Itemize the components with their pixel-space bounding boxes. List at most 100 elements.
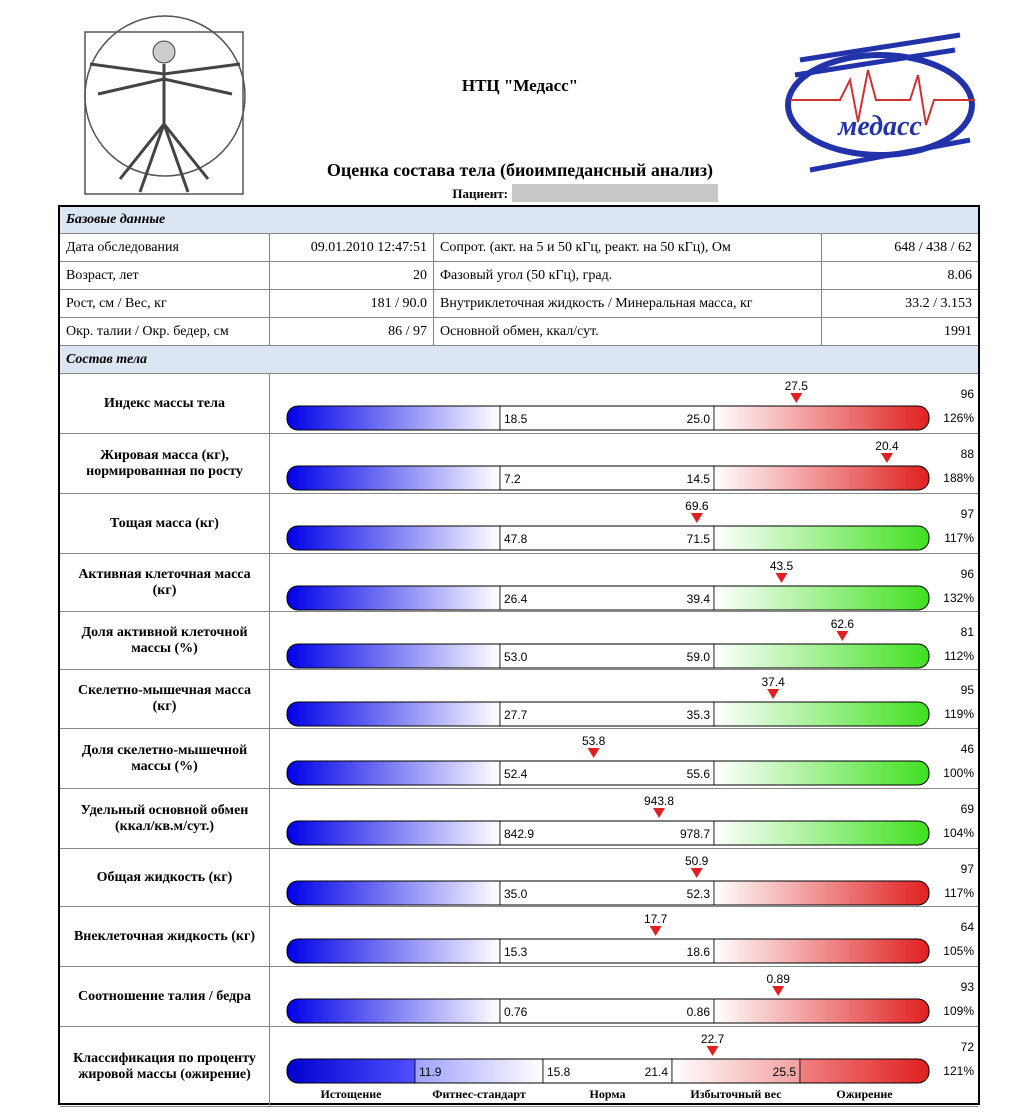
- bar-segments: [287, 702, 929, 726]
- bar-outline: [286, 465, 930, 491]
- cell-value: 648 / 438 / 62: [822, 234, 978, 262]
- marker-value: 22.7: [701, 1032, 725, 1046]
- bar-segment: [499, 761, 715, 785]
- percentile: 88: [961, 447, 975, 461]
- percent: 112%: [944, 649, 974, 663]
- section-header: Базовые данные: [60, 207, 978, 234]
- bar-segments: [287, 526, 929, 550]
- high-bound: 35.3: [687, 708, 711, 722]
- row-label: Классификация по проценту жировой массы …: [60, 1027, 270, 1107]
- marker-value: 17.7: [644, 912, 668, 926]
- marker-value: 37.4: [761, 675, 785, 689]
- cell-label: Дата обследования: [60, 234, 270, 262]
- low-bound: 18.5: [504, 412, 528, 426]
- percentile: 93: [961, 980, 975, 994]
- marker: [767, 689, 780, 699]
- scale-bar: 7.2 14.5 20.4 88 188%: [286, 439, 975, 491]
- bar-segment: [287, 644, 501, 668]
- percentile: 96: [961, 387, 975, 401]
- cell-value: 86 / 97: [270, 318, 434, 346]
- bar-segments: [287, 406, 929, 430]
- percent: 188%: [943, 471, 974, 485]
- row-bg: [270, 670, 978, 729]
- marker-value: 62.6: [831, 617, 855, 631]
- bar-outline: [286, 405, 930, 431]
- row-label: Активная клеточная масса (кг): [60, 554, 270, 612]
- high-bound: 18.6: [687, 945, 711, 959]
- low-bound: 7.2: [504, 472, 521, 486]
- percentile: 69: [961, 802, 975, 816]
- bar-segment: [799, 1059, 929, 1083]
- percentile: 81: [961, 625, 975, 639]
- scale-bar: 47.8 71.5 69.6 97 117%: [286, 499, 975, 551]
- row-bg: [270, 729, 978, 789]
- bar-outline: [286, 880, 930, 906]
- bar-segment: [287, 466, 501, 490]
- high-bound: 978.7: [680, 827, 710, 841]
- cell-label: Внутриклеточная жидкость / Минеральная м…: [434, 290, 822, 318]
- marker-value: 50.9: [685, 854, 709, 868]
- percent: 109%: [943, 1004, 974, 1018]
- row-label: Удельный основной обмен (ккал/кв.м/сут.): [60, 789, 270, 849]
- marker-value: 20.4: [875, 439, 899, 453]
- class-bound: 11.9: [419, 1065, 442, 1079]
- scale-bar: 53.0 59.0 62.6 81 112%: [286, 617, 975, 669]
- high-bound: 39.4: [687, 592, 711, 606]
- class-category: Избыточный вес: [690, 1087, 782, 1101]
- bar-segments: [287, 644, 929, 668]
- low-bound: 26.4: [504, 592, 528, 606]
- low-bound: 15.3: [504, 945, 528, 959]
- vitruvian-logo: [84, 15, 246, 195]
- bar-outline: [286, 643, 930, 669]
- scale-bar: 15.3 18.6 17.7 64 105%: [286, 912, 974, 964]
- bar-outline: [286, 585, 930, 611]
- bar-segment: [499, 999, 715, 1023]
- percent: 132%: [943, 591, 974, 605]
- bar-segment: [287, 761, 501, 785]
- row-label: Общая жидкость (кг): [60, 849, 270, 907]
- high-bound: 14.5: [687, 472, 711, 486]
- row-bg: [270, 849, 978, 907]
- scale-bar: 52.4 55.6 53.8 46 100%: [286, 734, 974, 786]
- row-label: Жировая масса (кг), нормированная по рос…: [60, 434, 270, 494]
- row-bg: [270, 494, 978, 554]
- high-bound: 0.86: [687, 1005, 711, 1019]
- percent: 126%: [943, 411, 974, 425]
- cell-label: Основной обмен, ккал/сут.: [434, 318, 822, 346]
- cell-label: Возраст, лет: [60, 262, 270, 290]
- cell-value: 33.2 / 3.153: [822, 290, 978, 318]
- bar-segment: [499, 881, 715, 905]
- scale-bar: 842.9 978.7 943.8 69 104%: [286, 794, 975, 846]
- bar-segment: [287, 406, 501, 430]
- bar-segment: [287, 939, 501, 963]
- class-category: Истощение: [320, 1087, 382, 1101]
- marker: [690, 513, 703, 523]
- percent: 100%: [943, 766, 974, 780]
- bar-outline: [286, 820, 930, 846]
- bar-segment: [499, 702, 715, 726]
- bar-outline: [286, 1058, 930, 1084]
- row-bg: [270, 907, 978, 967]
- scale-bar: 18.5 25.0 27.5 96 126%: [286, 379, 975, 431]
- marker-value: 43.5: [770, 559, 794, 573]
- row-bg: [270, 554, 978, 612]
- low-bound: 27.7: [504, 708, 528, 722]
- bar-segments: [287, 881, 929, 905]
- cell-label: Окр. талии / Окр. бедер, см: [60, 318, 270, 346]
- low-bound: 842.9: [504, 827, 534, 841]
- marker: [772, 986, 785, 996]
- row-bg: [270, 789, 978, 849]
- high-bound: 25.0: [687, 412, 711, 426]
- bar-segment: [287, 1059, 416, 1083]
- bar-segments: [287, 586, 929, 610]
- bar-segment: [499, 526, 715, 550]
- bar-segments: [287, 999, 929, 1023]
- row-label: Индекс массы тела: [60, 374, 270, 434]
- percentile: 97: [961, 507, 975, 521]
- bar-outline: [286, 760, 930, 786]
- marker-value: 0.89: [767, 972, 791, 986]
- scale-bar: 27.7 35.3 37.4 95 119%: [286, 675, 974, 727]
- marker-value: 27.5: [785, 379, 809, 393]
- cell-value: 20: [270, 262, 434, 290]
- bar-segments: [287, 466, 929, 490]
